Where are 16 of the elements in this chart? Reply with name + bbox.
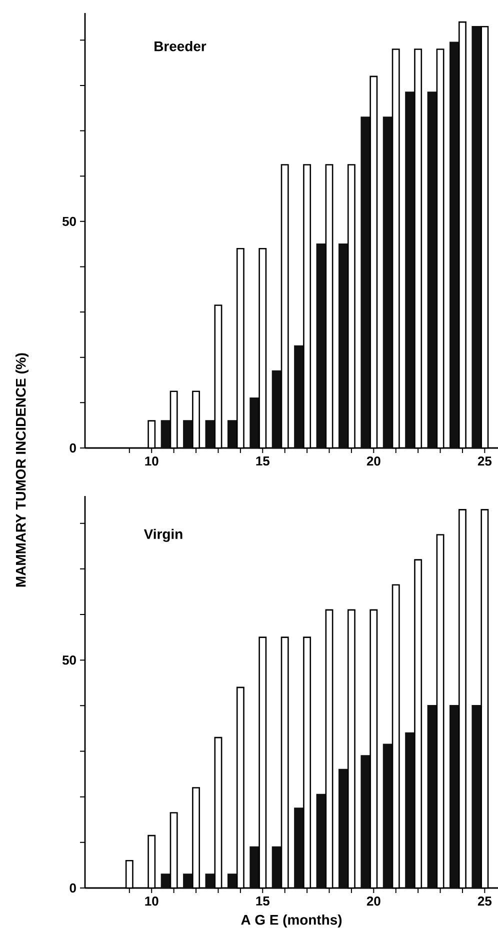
x-tick-label: 15 — [256, 456, 270, 466]
text: Virgin — [144, 528, 182, 542]
y-tick-label: 50 — [62, 656, 76, 665]
y-axis-title: MAMMARY TUMOR INCIDENCE (%) — [15, 353, 28, 587]
text: Breeder — [154, 40, 206, 52]
y-tick-label: 0 — [70, 883, 76, 893]
x-tick-label: 20 — [366, 456, 380, 466]
x-tick-label: 20 — [366, 896, 380, 906]
y-tick-label: 0 — [70, 443, 76, 453]
x-tick-label: 10 — [145, 456, 158, 466]
x-tick-label: 25 — [478, 456, 492, 466]
y-tick-label: 50 — [62, 216, 76, 226]
x-tick-label: 15 — [256, 896, 270, 906]
x-tick-label: 25 — [478, 896, 492, 906]
x-tick-label: 10 — [145, 896, 158, 906]
x-axis-title: A G E (months) — [241, 914, 342, 928]
